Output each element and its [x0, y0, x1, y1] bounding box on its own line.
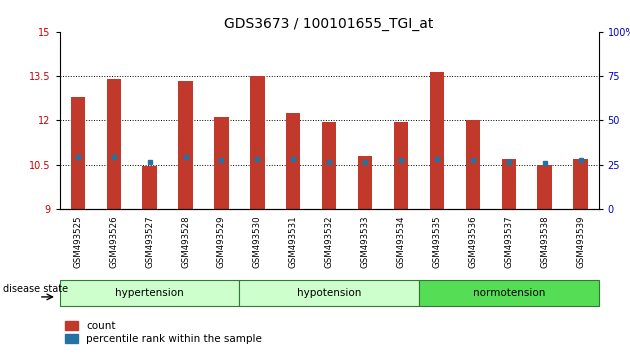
Bar [430, 72, 444, 209]
Bar [142, 166, 157, 209]
Bar [466, 120, 480, 209]
Bar [322, 122, 336, 209]
Bar [60, 280, 239, 306]
Bar [239, 280, 419, 306]
Text: hypertension: hypertension [115, 288, 184, 298]
Title: GDS3673 / 100101655_TGI_at: GDS3673 / 100101655_TGI_at [224, 17, 434, 31]
Bar [106, 79, 121, 209]
Bar [250, 76, 265, 209]
Bar [394, 122, 408, 209]
Bar [501, 159, 516, 209]
Bar [214, 118, 229, 209]
Bar [537, 165, 552, 209]
Bar [178, 81, 193, 209]
Bar [286, 113, 301, 209]
Bar [71, 97, 85, 209]
Legend: count, percentile rank within the sample: count, percentile rank within the sample [65, 321, 262, 344]
Text: disease state: disease state [3, 284, 68, 294]
Bar [419, 280, 598, 306]
Text: normotension: normotension [472, 288, 545, 298]
Bar [573, 159, 588, 209]
Bar [358, 156, 372, 209]
Text: hypotension: hypotension [297, 288, 362, 298]
